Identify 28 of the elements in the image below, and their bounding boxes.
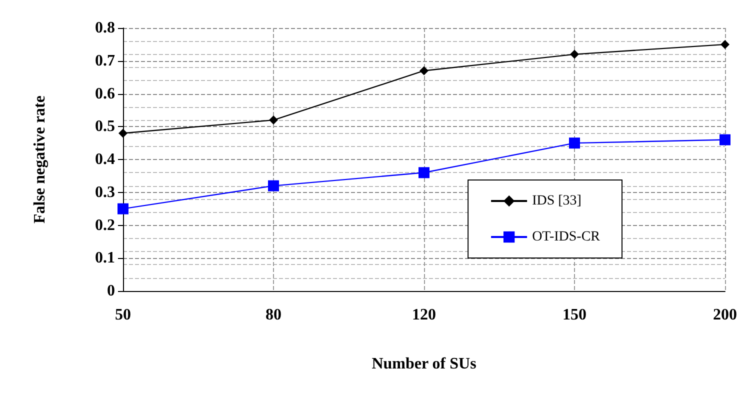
y-tick-label: 0.1 [95, 250, 115, 267]
x-tick-label: 150 [562, 306, 586, 324]
y-axis-title: False negative rate [32, 96, 48, 224]
point [118, 203, 128, 214]
point [420, 66, 428, 76]
point [720, 40, 730, 49]
point [269, 116, 278, 125]
x-tick-label: 200 [713, 306, 737, 324]
point [570, 50, 579, 59]
y-tick-label: 0 [107, 282, 115, 300]
y-tick-label: 0.5 [95, 118, 115, 136]
x-tick-label: 80 [266, 306, 282, 324]
y-tick-label: 0.7 [95, 52, 115, 70]
y-tick-label: 0.2 [95, 216, 115, 234]
point [720, 134, 730, 146]
legend-label: OT-IDS-CR [532, 230, 601, 244]
y-tick-label: 0.8 [95, 20, 115, 36]
x-axis-title: Number of SUs [372, 356, 476, 372]
point [418, 167, 430, 178]
y-tick-label: 0.3 [95, 184, 115, 201]
x-tick-label: 50 [115, 306, 131, 324]
point [118, 128, 128, 138]
point [268, 180, 279, 192]
point [569, 138, 580, 149]
y-tick-label: 0.4 [95, 151, 115, 168]
x-tick-label: 120 [412, 306, 436, 324]
y-tick-label: 0.6 [95, 85, 115, 102]
legend-label: IDS [33] [532, 194, 582, 208]
